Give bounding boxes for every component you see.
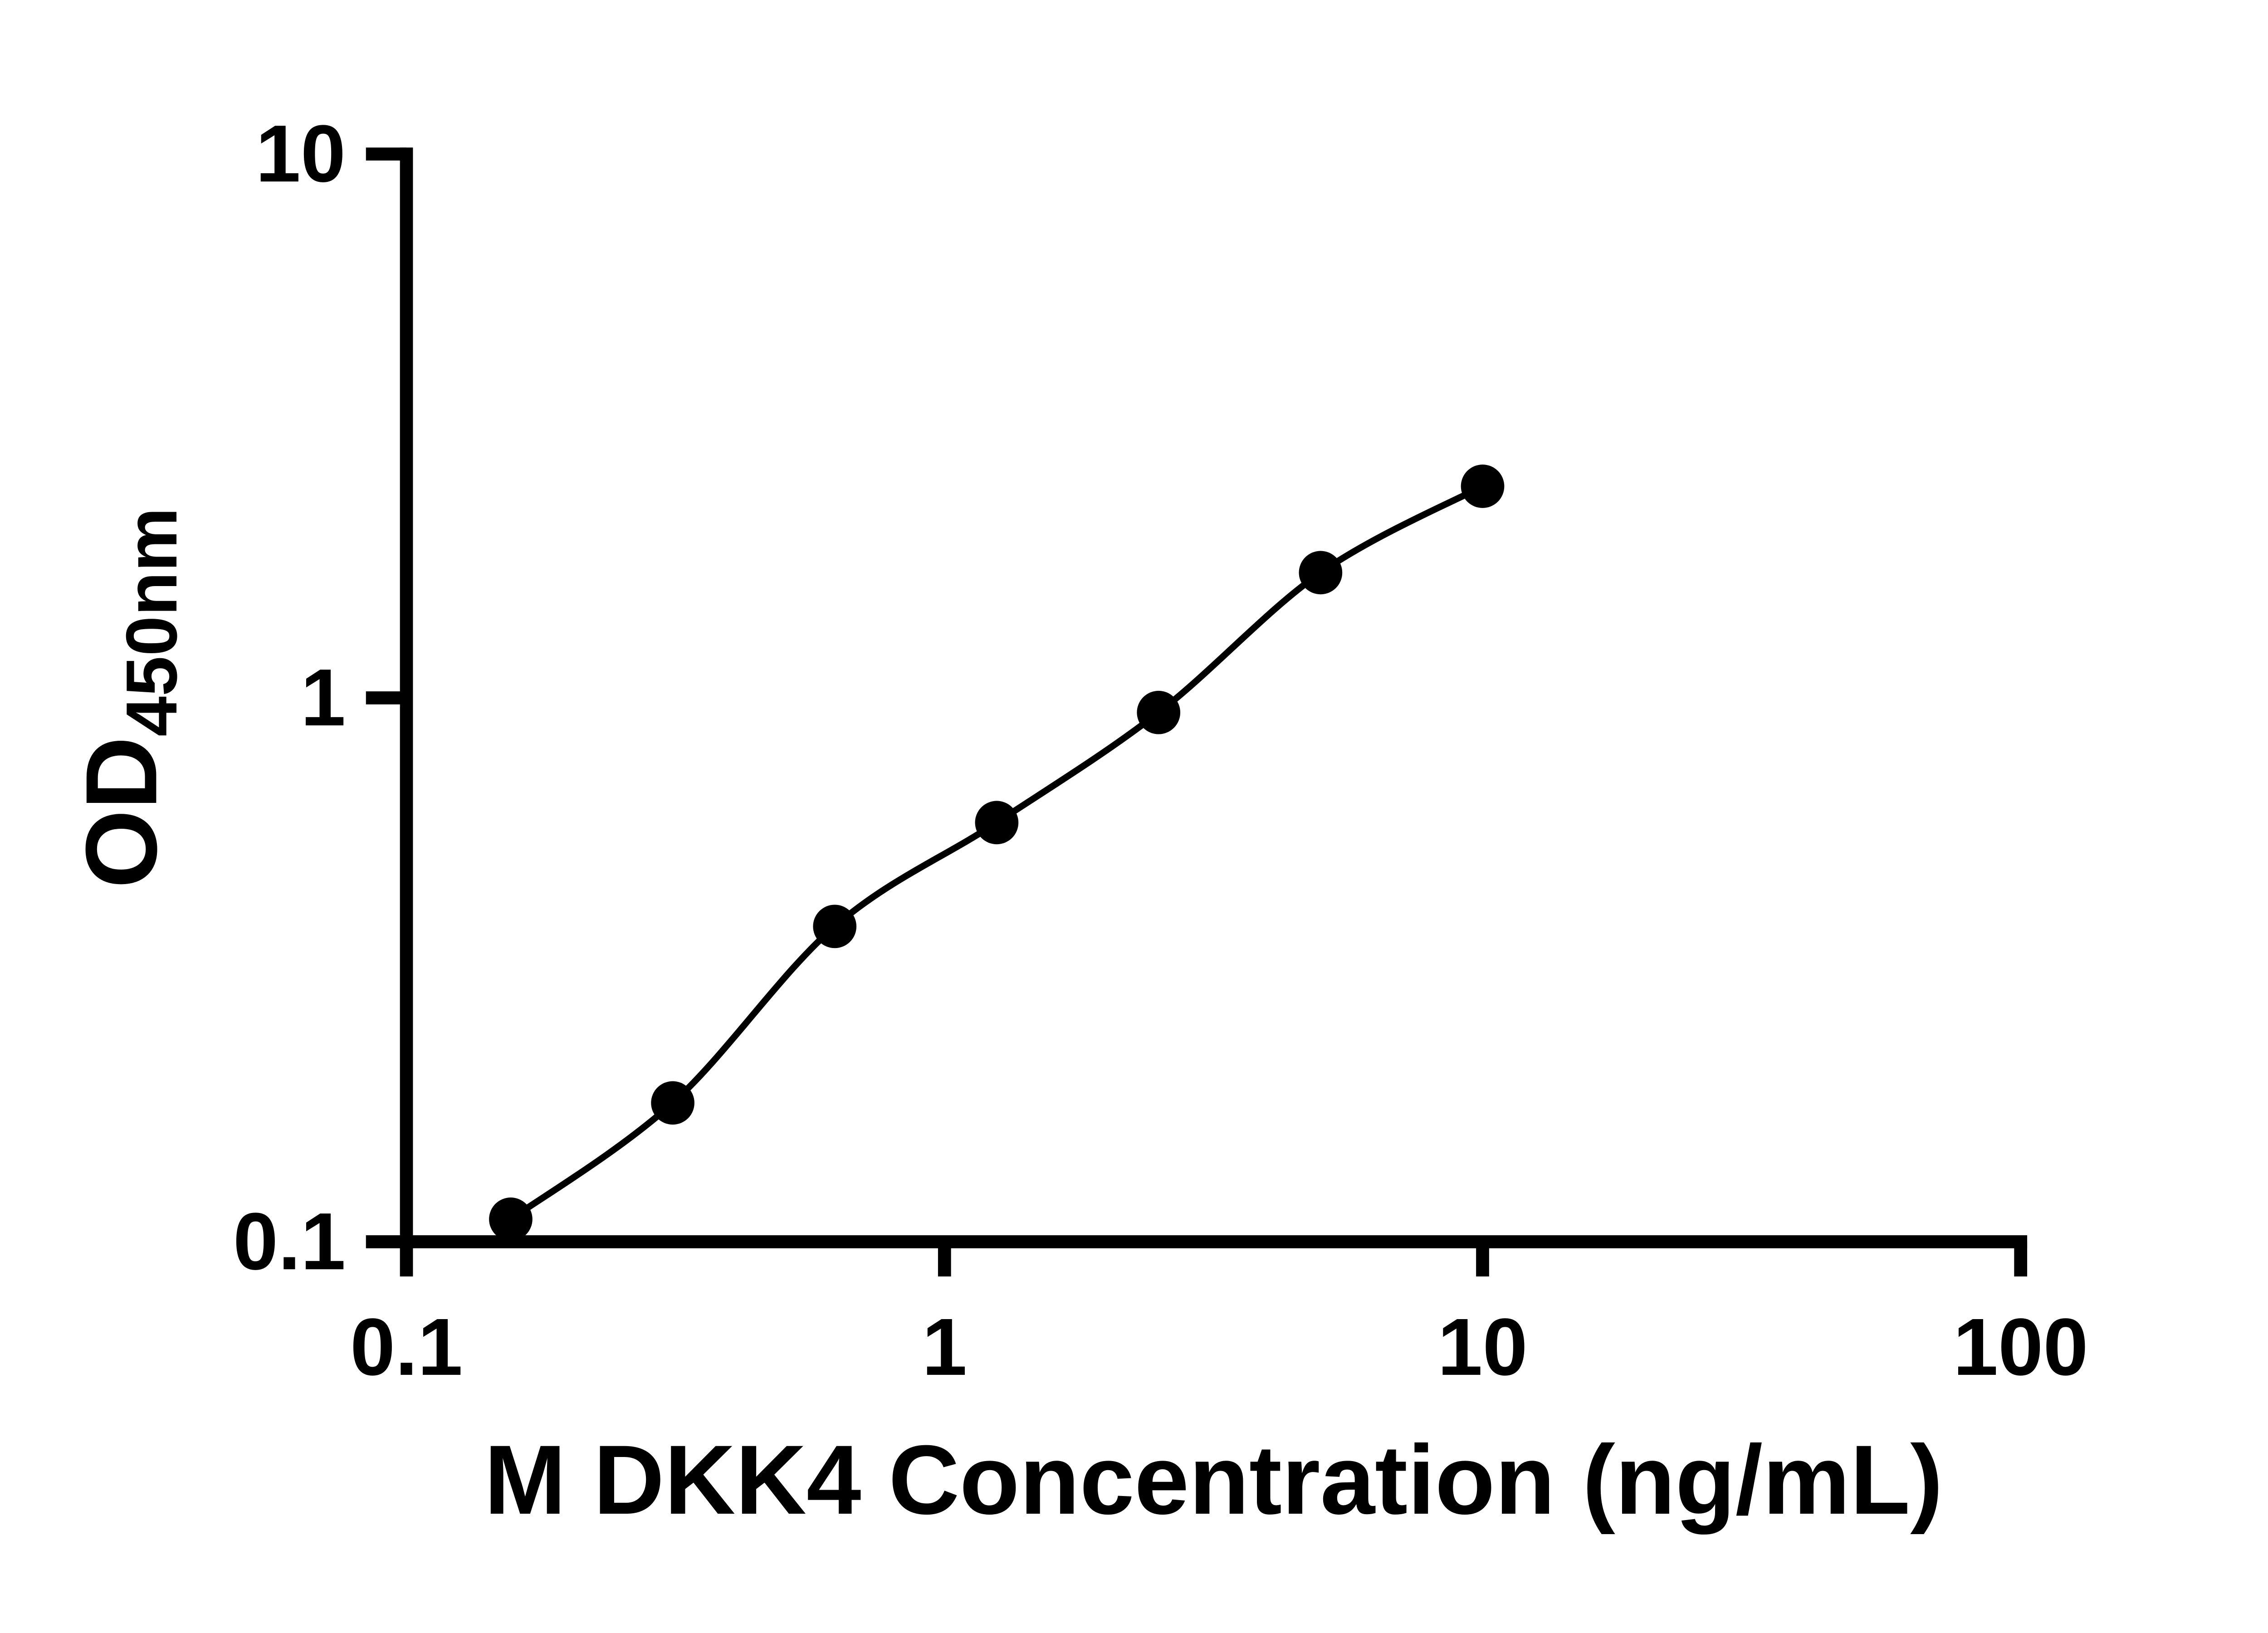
x-tick-label: 10 <box>1437 1301 1528 1392</box>
y-tick-label: 1 <box>301 652 346 743</box>
y-axis-title-main: OD <box>65 737 178 889</box>
data-point <box>1461 464 1505 508</box>
x-tick-label: 1 <box>922 1301 967 1392</box>
data-point <box>489 1197 533 1241</box>
y-axis-title-subscript: 450nm <box>111 508 192 737</box>
y-tick-label: 10 <box>255 108 346 199</box>
x-tick-label: 0.1 <box>350 1301 463 1392</box>
data-point <box>1299 551 1343 595</box>
data-point <box>1137 690 1181 734</box>
plot-layer: 0.1 1 10 100 0.1 1 10 <box>233 108 2088 1392</box>
x-axis-title: M DKK4 Concentration (ng/mL) <box>484 1425 1943 1535</box>
data-point <box>975 801 1019 845</box>
y-tick-label: 0.1 <box>233 1196 346 1286</box>
data-point <box>813 905 857 949</box>
y-axis-title: OD450nm <box>65 508 192 889</box>
x-tick-label: 100 <box>1953 1301 2088 1392</box>
data-point <box>651 1081 694 1125</box>
